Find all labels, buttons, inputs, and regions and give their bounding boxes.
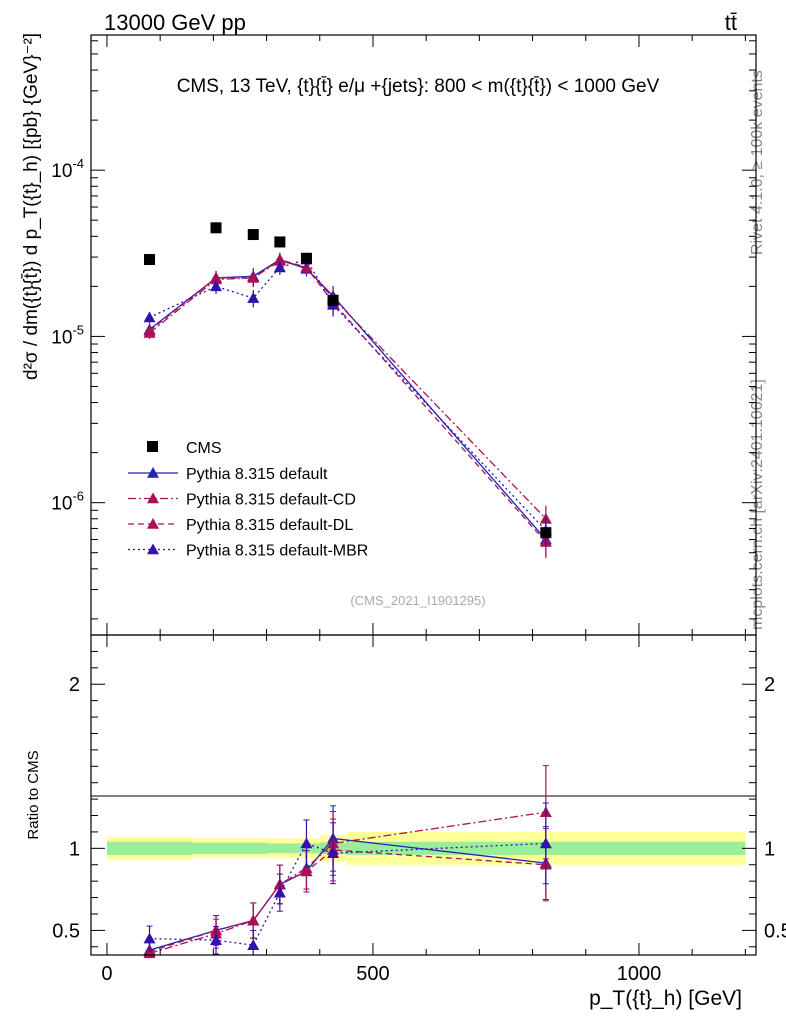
series-marker: [247, 292, 260, 303]
data-marker: [210, 222, 222, 234]
series-marker: [143, 324, 156, 336]
series-marker: [210, 280, 223, 292]
legend-label: Pythia 8.315 default-DL: [186, 517, 353, 534]
ratio-marker: [273, 886, 286, 898]
analysis-label: (CMS_2021_I1901295): [350, 593, 485, 608]
data-marker: [144, 254, 156, 266]
ratio-band-inner: [239, 842, 267, 855]
x-axis-label: p_T({t}_h) [GeV]: [589, 987, 742, 1010]
ratio-marker: [247, 914, 260, 926]
ratio-y-tick-label: 1: [764, 838, 775, 860]
ratio-y-tick-label: 1: [69, 838, 80, 860]
ratio-y-tick-label: 0.5: [52, 920, 80, 942]
y-tick-label: 10-5: [51, 322, 84, 348]
ratio-panel: 0 500 1000 0.5 0.5 1 1 2 2 Ratio to CMS p_T({t}_…: [25, 634, 786, 1010]
ratio-band-inner: [266, 843, 294, 854]
legend-marker: [147, 492, 159, 504]
ratio-marker: [539, 837, 552, 849]
legend-marker: [147, 518, 159, 529]
ratio-series-layer: [143, 765, 552, 959]
series-marker: [143, 311, 156, 323]
series-marker: [273, 253, 286, 265]
data-marker: [300, 252, 312, 264]
ratio-marker: [327, 847, 340, 859]
ratio-band-inner: [106, 841, 193, 855]
rivet-label: Rivet 4.1.0, ≥ 100k events: [749, 70, 766, 255]
legend-label: CMS: [186, 440, 222, 457]
process-label: tt̄: [725, 10, 737, 35]
data-marker: [327, 294, 339, 306]
x-tick-label: 0: [101, 963, 112, 985]
legend-label: Pythia 8.315 default: [186, 466, 328, 483]
x-tick-label: 1000: [617, 963, 662, 985]
ratio-y-axis-label: Ratio to CMS: [25, 750, 42, 839]
ratio-y-tick-label: 2: [764, 674, 775, 696]
main-series-layer: [143, 222, 552, 559]
ratio-axis-ticks: 0 500 1000 0.5 0.5 1 1 2 2: [52, 635, 786, 985]
series-marker: [210, 271, 223, 283]
main-panel: 10-6 10-5 10-4 CMS, 13 TeV, {t}{t̄} e/μ +{…: [21, 33, 757, 636]
y-tick-label: 10-6: [51, 489, 84, 515]
ratio-y-tick-label: 2: [69, 674, 80, 696]
main-y-axis-label: d²σ / dm({t}{t̄}) d p_T({t}_h) [{pb} {Ge…: [21, 33, 42, 380]
legend-marker-cms: [147, 441, 158, 452]
main-axis-ticks: 10-6 10-5 10-4: [51, 35, 756, 635]
ratio-marker: [300, 865, 313, 877]
series-marker: [273, 261, 286, 273]
ratio-line: [149, 849, 546, 953]
y-tick-label: 10-4: [51, 156, 84, 182]
ratio-marker: [247, 939, 260, 950]
ratio-marker: [143, 932, 156, 944]
ratio-marker: [300, 837, 313, 849]
chart-title: CMS, 13 TeV, {t}{t̄} e/μ +{jets}: 800 < …: [177, 76, 660, 97]
x-tick-label: 500: [356, 963, 389, 985]
data-marker: [274, 236, 286, 248]
legend: CMS Pythia 8.315 default Pythia 8.315 defa…: [128, 440, 368, 560]
data-marker: [540, 527, 552, 539]
series-marker: [247, 271, 260, 283]
legend-label: Pythia 8.315 default-CD: [186, 492, 356, 509]
legend-marker: [147, 543, 159, 555]
ratio-y-tick-label: 0.5: [764, 920, 786, 942]
ratio-marker: [210, 934, 223, 946]
data-marker: [247, 229, 259, 241]
ratio-band-inner: [192, 842, 240, 855]
ratio-frame: [90, 634, 757, 956]
energy-label: 13000 GeV pp: [104, 10, 246, 35]
legend-marker: [147, 467, 159, 478]
series-line: [149, 258, 547, 531]
mcplots-label: mcplots.cern.ch [arXiv:2401.10621]: [749, 379, 766, 630]
legend-label: Pythia 8.315 default-MBR: [186, 543, 368, 560]
